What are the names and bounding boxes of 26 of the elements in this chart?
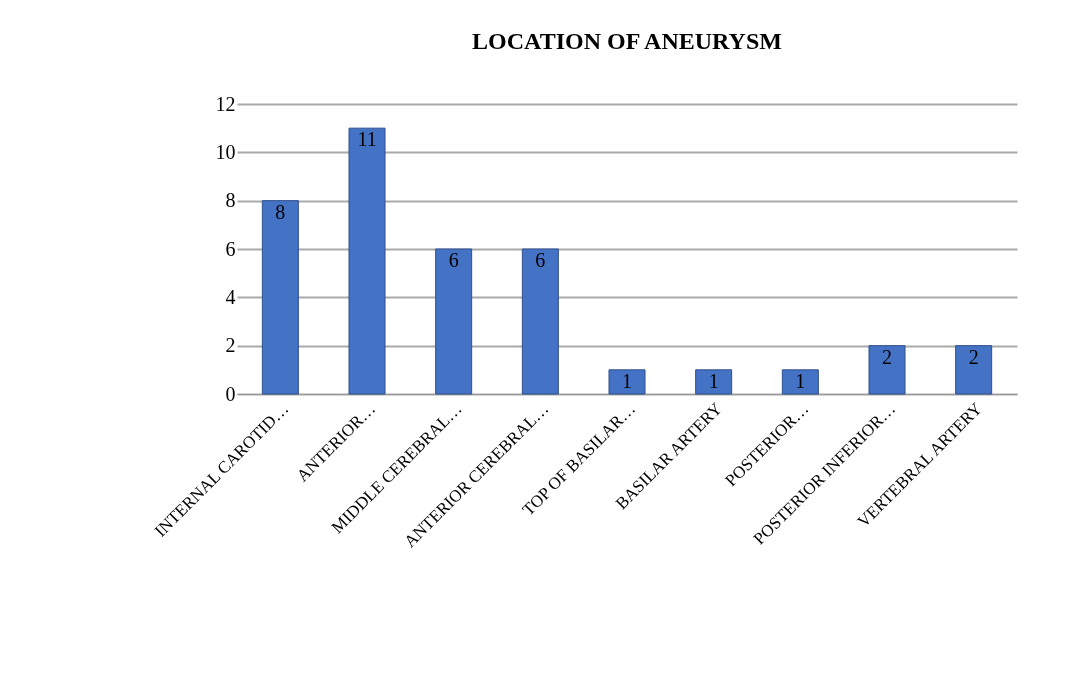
y-tick-label: 10 [215,140,236,163]
data-label: 6 [535,249,546,271]
data-label: 11 [357,128,377,151]
bar [348,127,386,395]
data-label: 6 [448,249,459,271]
bar [868,345,906,395]
data-label: 8 [275,200,286,223]
data-label: 1 [622,369,632,392]
y-tick-label: 6 [225,237,236,260]
data-label: 1 [708,369,719,392]
data-label: 2 [882,345,892,368]
bar [781,369,819,395]
bar [695,369,733,395]
y-tick-label: 0 [225,382,236,405]
data-label: 2 [968,345,979,368]
bar [608,369,646,395]
bar [435,248,473,395]
bar [521,248,559,395]
y-tick-label: 2 [225,334,236,357]
data-label: 1 [795,369,806,392]
chart-title: LOCATION OF ANEURYSM [472,28,782,54]
bar [261,200,299,395]
y-tick-label: 12 [215,92,236,115]
y-tick-label: 8 [225,189,236,212]
y-tick-label: 4 [225,285,236,308]
bar [955,345,993,395]
